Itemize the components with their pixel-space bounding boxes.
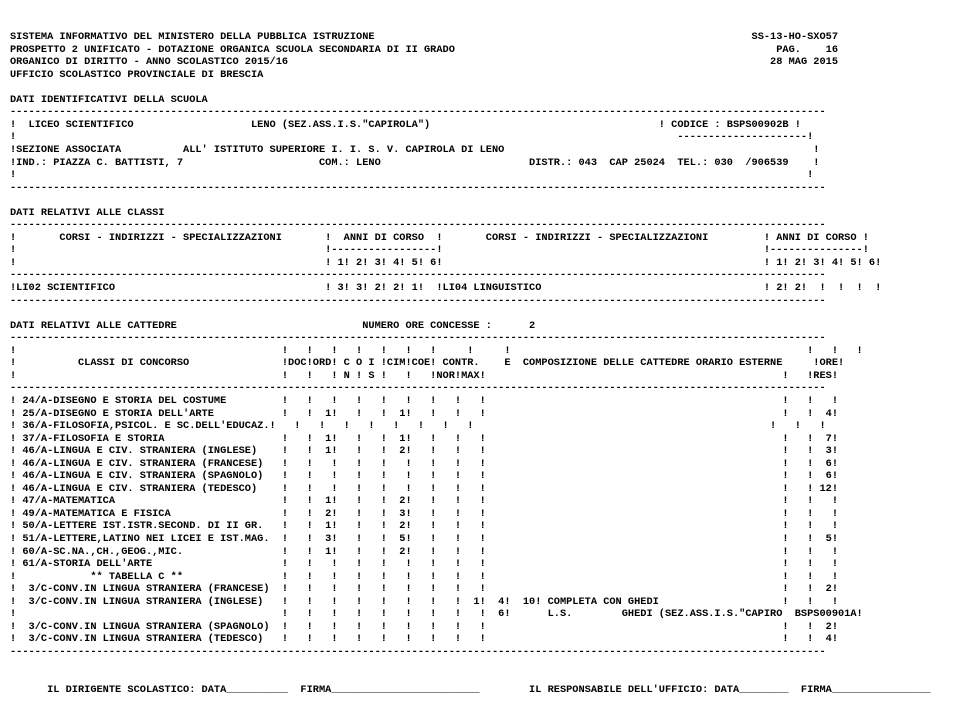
- rule: ----------------------------------------…: [10, 182, 826, 194]
- catt-rows: ! 24/A-DISEGNO E STORIA DEL COSTUME ! ! …: [10, 395, 863, 645]
- hdr-l3l: ORGANICO DI DIRITTO - ANNO SCOLASTICO 20…: [10, 56, 288, 68]
- rule: ----------------------------------------…: [10, 332, 826, 344]
- classi-hdr2: ! !-----------------! !---------------!: [10, 244, 869, 256]
- hdr-l1l: SISTEMA INFORMATIVO DEL MINISTERO DELLA …: [10, 31, 375, 43]
- rule: ----------------------------------------…: [10, 646, 826, 658]
- rule: ----------------------------------------…: [10, 269, 826, 281]
- hdr-l3r: 28 MAG 2015: [770, 56, 838, 68]
- ident-sez2: !IND.: PIAZZA C. BATTISTI, 7 COM.: LENO …: [10, 157, 819, 169]
- rule: ----------------------------------------…: [10, 106, 826, 118]
- hdr-l2l: PROSPETTO 2 UNIFICATO - DOTAZIONE ORGANI…: [10, 44, 455, 56]
- footer: IL DIRIGENTE SCOLASTICO: DATA__________ …: [10, 684, 931, 696]
- classi-hdr3: ! ! 1! 2! 3! 4! 5! 6! ! 1! 2! 3! 4! 5! 6…: [10, 257, 881, 269]
- ident-sez1: !SEZIONE ASSOCIATA ALL' ISTITUTO SUPERIO…: [10, 144, 819, 156]
- catt-h2: ! CLASSI DI CONCORSO !DOC!ORD! C O I !CI…: [10, 357, 844, 369]
- rule: ----------------------------------------…: [10, 219, 826, 231]
- ident-title: DATI IDENTIFICATIVI DELLA SCUOLA: [10, 94, 208, 106]
- classi-title: DATI RELATIVI ALLE CLASSI: [10, 207, 164, 219]
- rule: ----------------------------------------…: [10, 382, 826, 394]
- classi-hdr1: ! CORSI - INDIRIZZI - SPECIALIZZAZIONI !…: [10, 232, 869, 244]
- ident-school: ! LICEO SCIENTIFICO LENO (SEZ.ASS.I.S."C…: [10, 119, 801, 131]
- catt-h1: ! ! ! ! ! ! ! ! ! ! ! ! !: [10, 345, 863, 357]
- catt-h3: ! ! ! ! N ! S ! ! !NOR!MAX! ! !RES!: [10, 370, 838, 382]
- classi-row1: !LI02 SCIENTIFICO ! 3! 3! 2! 2! 1! !LI04…: [10, 282, 881, 294]
- hdr-l2r: PAG. 16: [776, 44, 838, 56]
- rule: ----------------------------------------…: [10, 295, 826, 307]
- hdr-l4: UFFICIO SCOLASTICO PROVINCIALE DI BRESCI…: [10, 69, 263, 81]
- hdr-l1r: SS-13-HO-SXO57: [752, 31, 839, 43]
- catt-title: DATI RELATIVI ALLE CATTEDRE NUMERO ORE C…: [10, 320, 535, 332]
